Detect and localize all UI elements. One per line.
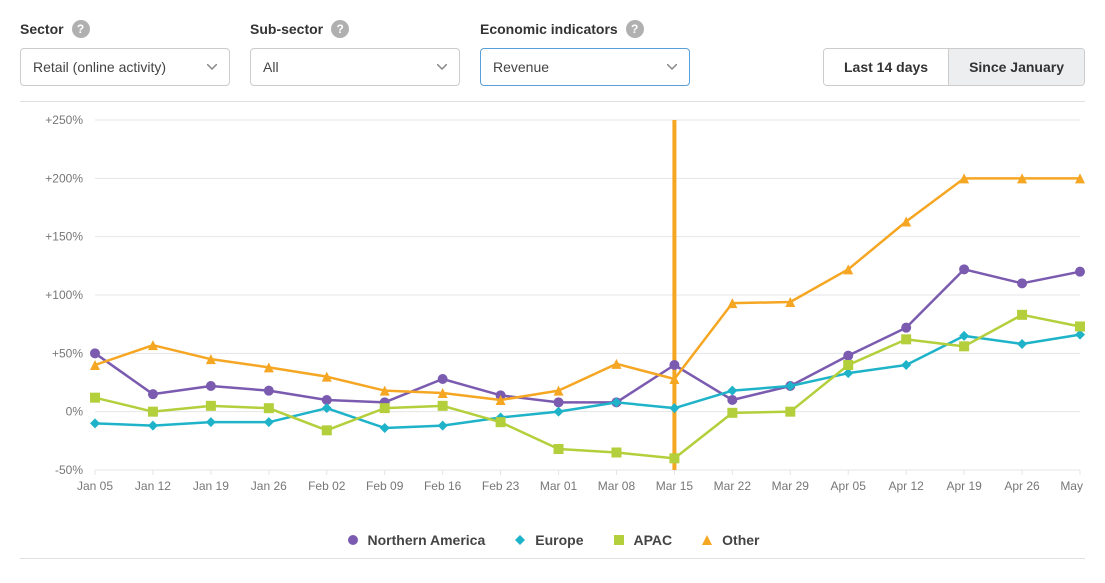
help-icon[interactable]: ? [626,20,644,38]
subsector-select[interactable]: All [250,48,460,86]
svg-text:Feb 16: Feb 16 [424,479,462,493]
svg-text:Jan 19: Jan 19 [193,479,229,493]
svg-text:Mar 01: Mar 01 [540,479,578,493]
svg-text:Feb 09: Feb 09 [366,479,404,493]
indicators-select[interactable]: Revenue [480,48,690,86]
svg-text:Apr 12: Apr 12 [888,479,924,493]
legend-marker-icon [513,533,527,547]
help-icon[interactable]: ? [72,20,90,38]
legend-item[interactable]: Europe [513,532,583,548]
select-value: All [263,59,279,75]
filters-row: Sector ? Retail (online activity) Sub-se… [20,20,1085,86]
legend-label: APAC [634,532,673,548]
select-value: Revenue [493,59,549,75]
svg-text:Mar 29: Mar 29 [772,479,810,493]
svg-text:Mar 22: Mar 22 [714,479,752,493]
legend-marker-icon [612,533,626,547]
chart-container: -50% 0% +50% +100% +150% +200% +250% Jan 05 Jan … [20,101,1085,559]
chart-legend: Northern America Europe APAC Other [20,532,1085,548]
label-text: Sub-sector [250,21,323,37]
legend-marker-icon [700,533,714,547]
timerange-toggle: Last 14 daysSince January [823,48,1085,86]
filter-indicators-label: Economic indicators ? [480,20,690,38]
svg-text:Apr 19: Apr 19 [946,479,982,493]
svg-text:+250%: +250% [45,113,83,127]
svg-text:+200%: +200% [45,171,83,185]
filter-sector-label: Sector ? [20,20,230,38]
filter-indicators: Economic indicators ? Revenue [480,20,690,86]
filter-subsector-label: Sub-sector ? [250,20,460,38]
filter-sector: Sector ? Retail (online activity) [20,20,230,86]
svg-text:Jan 12: Jan 12 [135,479,171,493]
timerange-option[interactable]: Since January [948,49,1084,85]
svg-text:May 03: May 03 [1060,479,1085,493]
svg-text:-50%: -50% [55,463,83,477]
legend-label: Europe [535,532,583,548]
svg-text:+150%: +150% [45,230,83,244]
chevron-down-icon [437,64,447,70]
legend-marker-icon [346,533,360,547]
legend-item[interactable]: Northern America [346,532,486,548]
label-text: Sector [20,21,64,37]
svg-text:Feb 23: Feb 23 [482,479,520,493]
filter-subsector: Sub-sector ? All [250,20,460,86]
chevron-down-icon [667,64,677,70]
svg-text:Mar 08: Mar 08 [598,479,636,493]
svg-text:Feb 02: Feb 02 [308,479,346,493]
label-text: Economic indicators [480,21,618,37]
timerange-option[interactable]: Last 14 days [824,49,948,85]
svg-text:Apr 05: Apr 05 [831,479,867,493]
sector-select[interactable]: Retail (online activity) [20,48,230,86]
select-value: Retail (online activity) [33,59,166,75]
chevron-down-icon [207,64,217,70]
legend-label: Northern America [368,532,486,548]
svg-text:Jan 05: Jan 05 [77,479,113,493]
legend-item[interactable]: APAC [612,532,673,548]
svg-text:+100%: +100% [45,288,83,302]
line-chart: -50% 0% +50% +100% +150% +200% +250% Jan 05 Jan … [20,110,1085,520]
legend-item[interactable]: Other [700,532,759,548]
help-icon[interactable]: ? [331,20,349,38]
svg-text:0%: 0% [66,405,84,419]
svg-text:Apr 26: Apr 26 [1004,479,1040,493]
svg-text:Mar 15: Mar 15 [656,479,694,493]
legend-label: Other [722,532,759,548]
svg-text:Jan 26: Jan 26 [251,479,287,493]
svg-text:+50%: +50% [52,346,83,360]
